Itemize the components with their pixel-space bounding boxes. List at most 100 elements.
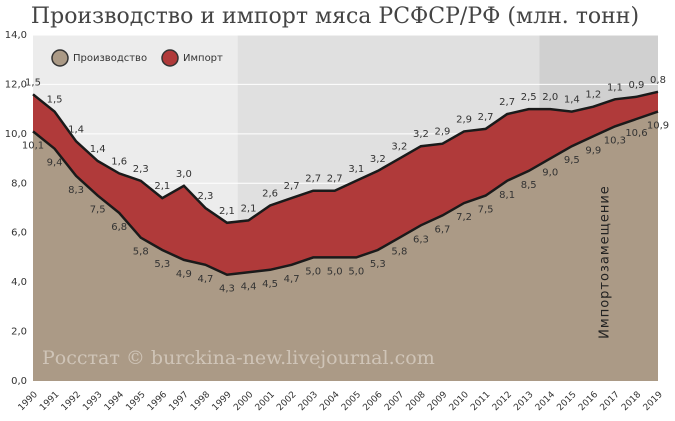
x-tick-label: 2010 — [448, 390, 471, 413]
x-tick-label: 2016 — [577, 390, 600, 413]
data-label: 10,3 — [604, 135, 626, 146]
y-tick-label: 4,0 — [11, 277, 27, 288]
data-label: 5,8 — [133, 247, 149, 258]
annotation: Импортозамещение — [598, 185, 613, 339]
x-tick-label: 1992 — [60, 390, 83, 413]
data-label: 5,3 — [370, 259, 386, 270]
x-tick-label: 1999 — [211, 390, 234, 413]
data-label: 2,3 — [133, 164, 149, 175]
y-tick-label: 2,0 — [11, 327, 27, 338]
data-label: 7,5 — [478, 205, 494, 216]
data-label: 2,3 — [197, 191, 213, 202]
area-production — [33, 111, 658, 381]
x-tick-label: 2001 — [254, 390, 277, 413]
data-label: 7,2 — [456, 212, 472, 223]
data-label: 10,1 — [22, 140, 44, 151]
data-label: 2,9 — [435, 127, 451, 138]
x-tick-label: 1996 — [146, 390, 169, 413]
data-label: 2,5 — [521, 92, 537, 103]
data-label: 0,9 — [628, 80, 644, 91]
data-label: 4,9 — [176, 269, 192, 280]
data-label: 1,4 — [68, 124, 84, 135]
data-label: 0,8 — [650, 75, 666, 86]
y-tick-label: 8,0 — [11, 178, 27, 189]
data-label: 10,9 — [647, 121, 669, 132]
y-tick-label: 0,0 — [11, 376, 27, 387]
data-label: 4,3 — [219, 284, 235, 295]
x-tick-label: 2005 — [340, 390, 363, 413]
data-label: 2,9 — [456, 114, 472, 125]
line-production — [32, 110, 659, 276]
x-tick-label: 2007 — [383, 390, 406, 413]
data-label: 10,6 — [625, 128, 647, 139]
x-tick-label: 2012 — [491, 390, 514, 413]
data-label: 5,0 — [305, 266, 321, 277]
data-label: 1,1 — [607, 82, 623, 93]
data-label: 1,6 — [111, 156, 127, 167]
data-label: 9,9 — [585, 145, 601, 156]
x-tick-label: 2000 — [232, 390, 255, 413]
data-label: 6,8 — [111, 222, 127, 233]
data-label: 9,5 — [564, 155, 580, 166]
watermark: Росстат © burckina-new.livejournal.com — [42, 347, 435, 369]
data-label: 4,7 — [284, 274, 300, 285]
data-label: 3,2 — [391, 142, 407, 153]
legend-marker — [161, 49, 179, 67]
data-label: 8,1 — [499, 190, 515, 201]
x-tick-label: 1991 — [38, 390, 61, 413]
data-label: 2,7 — [305, 174, 321, 185]
data-label: 6,3 — [413, 234, 429, 245]
legend-label: Импорт — [183, 53, 223, 64]
x-tick-label: 2013 — [512, 390, 535, 413]
data-label: 2,6 — [262, 189, 278, 200]
x-tick-label: 1993 — [81, 390, 104, 413]
data-label: 2,1 — [219, 206, 235, 217]
x-tick-label: 2002 — [275, 390, 298, 413]
data-label: 5,0 — [348, 266, 364, 277]
y-tick-label: 12,0 — [5, 79, 27, 90]
data-label: 2,7 — [327, 174, 343, 185]
x-tick-label: 2018 — [620, 390, 643, 413]
data-label: 5,3 — [154, 259, 170, 270]
data-label: 8,5 — [521, 180, 537, 191]
data-label: 1,2 — [585, 90, 601, 101]
x-tick-label: 2003 — [297, 390, 320, 413]
x-tick-label: 2008 — [405, 390, 428, 413]
data-label: 6,7 — [435, 224, 451, 235]
y-tick-label: 10,0 — [5, 129, 27, 140]
data-label: 3,1 — [348, 164, 364, 175]
data-label: 2,7 — [478, 112, 494, 123]
data-label: 2,1 — [154, 181, 170, 192]
chart-title: Производство и импорт мяса РСФСР/РФ (млн… — [31, 4, 639, 29]
y-tick-label: 6,0 — [11, 228, 27, 239]
data-label: 1,5 — [25, 77, 41, 88]
line-total — [32, 90, 659, 225]
legend-marker — [51, 49, 69, 67]
data-label: 5,0 — [327, 266, 343, 277]
x-tick-label: 2006 — [361, 390, 384, 413]
data-label: 1,4 — [564, 95, 580, 106]
data-label: 2,0 — [542, 92, 558, 103]
data-label: 5,8 — [391, 247, 407, 258]
data-label: 2,1 — [241, 203, 257, 214]
x-tick-label: 2009 — [426, 390, 449, 413]
area-import — [33, 91, 658, 275]
data-label: 1,5 — [47, 95, 63, 106]
legend-label: Производство — [73, 53, 147, 64]
x-tick-label: 2014 — [534, 390, 557, 413]
x-tick-label: 1997 — [167, 390, 190, 413]
x-tick-label: 1990 — [17, 390, 40, 413]
x-tick-label: 2017 — [599, 390, 622, 413]
x-tick-label: 1995 — [124, 390, 147, 413]
data-label: 4,4 — [241, 281, 257, 292]
data-label: 8,3 — [68, 185, 84, 196]
x-tick-label: 2019 — [642, 390, 665, 413]
data-label: 9,4 — [47, 158, 63, 169]
data-label: 7,5 — [90, 205, 106, 216]
x-tick-label: 1994 — [103, 390, 126, 413]
data-label: 3,2 — [413, 129, 429, 140]
y-tick-label: 14,0 — [5, 30, 27, 41]
data-label: 2,7 — [284, 181, 300, 192]
data-label: 2,7 — [499, 97, 515, 108]
